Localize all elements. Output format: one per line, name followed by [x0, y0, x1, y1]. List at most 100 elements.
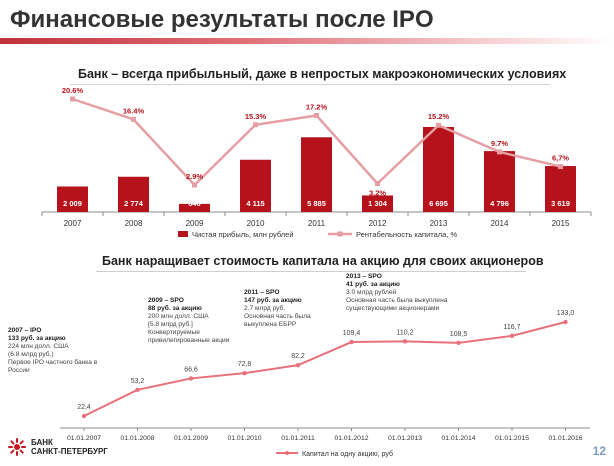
capital-value-label: 53,2 — [131, 378, 145, 385]
logo-line-2: САНКТ-ПЕТЕРБУРГ — [31, 447, 108, 456]
roe-value-label: 15.3% — [245, 112, 267, 121]
bar-value-label: 2 009 — [63, 199, 82, 208]
bar-value-label: 5 885 — [307, 199, 326, 208]
roe-value-label: 15.2% — [428, 112, 450, 121]
x-tick-label: 01.01.2010 — [227, 435, 261, 442]
annotation-line: 200 млн долл. США — [148, 313, 209, 320]
roe-point — [70, 96, 75, 102]
roe-value-label: 16.4% — [123, 106, 145, 115]
legend-label-capital: Капитал на одну акцию, руб — [302, 450, 393, 458]
roe-value-label: 6,7% — [552, 154, 569, 163]
roe-point — [314, 113, 319, 119]
annotation-line: Конвертируемые — [148, 329, 200, 336]
bank-logo: БАНК САНКТ-ПЕТЕРБУРГ — [8, 438, 108, 456]
bar-net-profit — [57, 186, 88, 212]
roe-point — [558, 164, 563, 170]
roe-point — [375, 181, 380, 187]
capital-point — [135, 387, 140, 393]
capital-point — [295, 362, 301, 368]
annotation-line: привилегированные акции — [148, 337, 230, 344]
annotation-spo-2009: 2009 – SPO 88 руб. за акцию 200 млн долл… — [148, 297, 229, 345]
bar-net-profit — [118, 176, 149, 212]
bar-net-profit — [545, 166, 576, 212]
capital-point — [188, 376, 194, 381]
x-tick-label: 01.01.2013 — [388, 435, 422, 442]
roe-value-label: 2.9% — [186, 172, 203, 181]
x-tick-label: 01.01.2011 — [281, 435, 315, 442]
roe-point — [192, 182, 197, 188]
capital-point — [349, 339, 354, 345]
roe-point — [436, 122, 441, 128]
annotation-line: [5.8 млрд руб.] — [148, 321, 193, 328]
annotation-spo-2013: 2013 – SPO 41 руб. за акцию 3.0 млрд руб… — [346, 273, 447, 313]
title-underline — [0, 38, 614, 44]
legend-marker-roe — [337, 231, 343, 237]
bar-net-profit — [423, 127, 454, 212]
roe-point — [131, 116, 136, 122]
annotation-price: 147 руб. за акцию — [244, 297, 302, 304]
capital-point — [81, 413, 87, 419]
roe-value-label: 9.7% — [491, 139, 508, 148]
x-tick-label: 2008 — [125, 219, 143, 228]
x-tick-label: 2011 — [308, 219, 326, 228]
annotation-price: 133 руб. за акцию — [8, 335, 66, 342]
annotation-line: Основная часть была выкуплена — [346, 297, 448, 304]
annotation-spo-2011: 2011 – SPO 147 руб. за акцию 2.7 млрд ру… — [244, 289, 311, 329]
roe-value-label: 3.2% — [369, 189, 386, 198]
x-tick-label: 2007 — [64, 219, 82, 228]
x-tick-label: 01.01.2015 — [495, 435, 529, 442]
page-number: 12 — [592, 444, 606, 458]
bar-net-profit — [301, 137, 332, 212]
annotation-line: выкуплена ЕБРР — [244, 321, 297, 328]
annotation-line: Основная часть была — [244, 313, 311, 320]
chart2-title: Банк наращивает стоимость капитала на ак… — [102, 254, 544, 268]
chart1-title: Банк – всегда прибыльный, даже в непрост… — [78, 67, 567, 81]
bar-value-label: 6 695 — [429, 199, 448, 208]
capital-per-share-line — [83, 321, 566, 417]
capital-point — [563, 319, 568, 325]
bar-value-label: 4 115 — [246, 199, 264, 208]
annotation-heading: 2011 – SPO — [244, 289, 280, 296]
x-tick-label: 01.01.2012 — [334, 435, 368, 442]
page-title: Финансовые результаты после IPO — [10, 6, 434, 33]
x-tick-label: 2015 — [552, 219, 570, 228]
bar-value-label: 4 796 — [490, 199, 509, 208]
x-tick-label: 01.01.2009 — [174, 435, 208, 442]
bar-value-label: 2 774 — [124, 199, 144, 208]
roe-value-label: 20.6% — [62, 86, 84, 95]
chart2-title-rule — [96, 271, 526, 272]
bar-value-label: 3 619 — [551, 199, 570, 208]
annotation-price: 41 руб. за акцию — [346, 281, 400, 288]
chart1-title-rule — [70, 84, 550, 85]
annotation-ipo-2007: 2007 – IPO 133 руб. за акцию 224 млн дол… — [8, 327, 97, 375]
logo-line-1: БАНК — [31, 438, 53, 447]
legend-marker-capital — [285, 451, 289, 455]
annotation-line: Первое IPO частного банка в — [8, 359, 98, 366]
bar-net-profit — [362, 195, 393, 212]
bar-net-profit — [484, 151, 515, 212]
roe-point — [253, 122, 258, 128]
legend-label-roe: Рентабельность капитала, % — [356, 230, 458, 239]
bar-value-label: 640 — [188, 199, 201, 208]
annotation-heading: 2013 – SPO — [346, 273, 382, 280]
annotation-line: 224 млн долл. США — [8, 343, 69, 350]
logo-icon — [8, 438, 26, 456]
legend-label-net-profit: Чистая прибыль, млн рублей — [192, 230, 294, 239]
x-tick-label: 2009 — [186, 219, 204, 228]
x-tick-label: 01.01.2008 — [120, 435, 154, 442]
capital-value-label: 66,6 — [184, 366, 198, 373]
annotation-line: существующими акционерами — [346, 305, 440, 312]
roe-point — [497, 149, 502, 155]
logo-text: БАНК САНКТ-ПЕТЕРБУРГ — [31, 438, 108, 456]
capital-value-label: 133,0 — [557, 310, 575, 317]
annotation-heading: 2007 – IPO — [8, 327, 42, 334]
x-tick-label: 01.01.2007 — [67, 435, 101, 442]
capital-point — [456, 340, 461, 346]
bar-net-profit — [179, 203, 210, 212]
annotation-line: 3.0 млрд рублей — [346, 289, 397, 296]
annotation-line: 2.7 млрд руб. — [244, 305, 286, 312]
x-tick-label: 2012 — [369, 219, 387, 228]
x-tick-label: 2010 — [247, 219, 265, 228]
